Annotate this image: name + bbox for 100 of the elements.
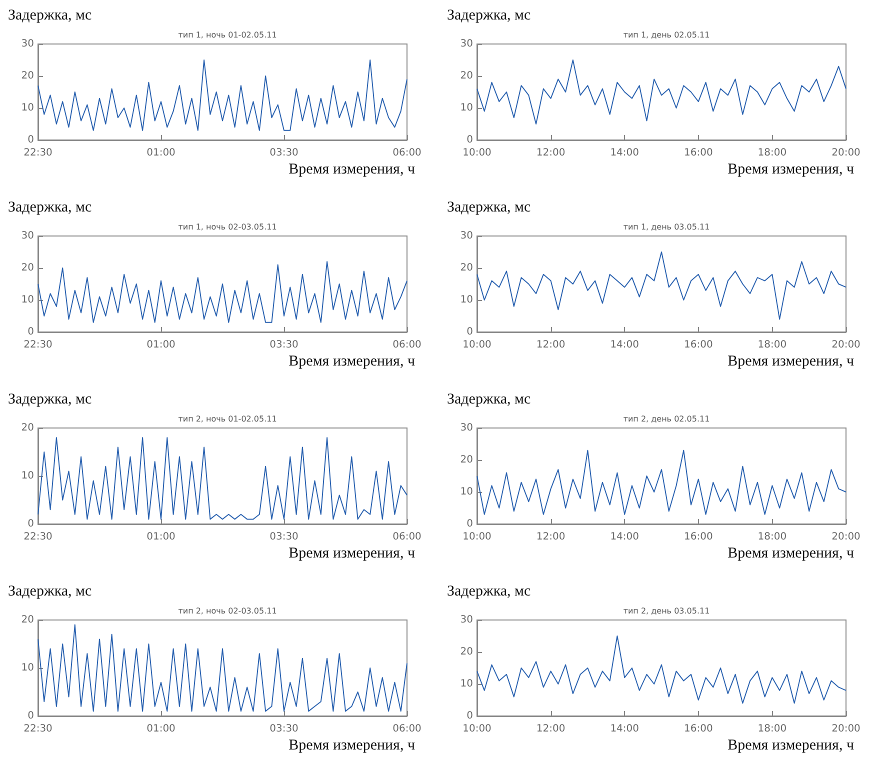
x-tick-label: 12:00 [536, 148, 566, 158]
y-tick-label: 20 [21, 614, 34, 626]
x-tick-label: 10:00 [462, 148, 492, 158]
x-tick-label: 14:00 [610, 340, 640, 350]
x-axis-title: Время измерения, ч [728, 354, 854, 370]
y-tick-label: 30 [21, 230, 34, 242]
x-tick-label: 22:30 [24, 532, 52, 542]
x-tick-label: 18:00 [758, 148, 787, 158]
x-axis-title: Время измерения, ч [728, 546, 854, 562]
y-tick-label: 20 [460, 454, 473, 466]
y-tick-label: 10 [21, 662, 34, 674]
x-tick-label: 12:00 [536, 532, 566, 542]
x-tick-label: 01:00 [146, 148, 176, 158]
chart-title: тип 1, ночь 01-02.05.11 [178, 30, 277, 40]
y-tick-label: 10 [460, 678, 473, 690]
y-axis-title: Задержка, мс [8, 200, 92, 216]
chart-title: тип 1, день 03.05.11 [623, 222, 710, 232]
chart-title: тип 2, день 02.05.11 [623, 414, 710, 424]
y-tick-label: 10 [460, 294, 473, 306]
y-tick-label: 20 [460, 262, 473, 274]
x-tick-label: 10:00 [462, 340, 492, 350]
line-series [476, 636, 846, 704]
y-tick-label: 10 [460, 102, 473, 114]
y-tick-label: 10 [21, 294, 34, 306]
chart-title: тип 2, ночь 02-03.05.11 [178, 606, 277, 616]
y-tick-label: 0 [466, 134, 473, 146]
x-axis-title: Время измерения, ч [288, 738, 416, 754]
y-tick-label: 20 [460, 646, 473, 658]
x-axis-title: Время измерения, ч [288, 354, 416, 370]
x-tick-label: 16:00 [684, 340, 713, 350]
line-series [38, 437, 408, 520]
line-series [38, 60, 408, 131]
x-tick-label: 22:30 [24, 724, 52, 734]
y-tick-label: 20 [21, 70, 34, 82]
y-axis-title: Задержка, мс [447, 392, 532, 408]
y-tick-label: 30 [460, 422, 473, 434]
y-tick-label: 20 [21, 262, 34, 274]
x-tick-label: 06:00 [392, 340, 422, 350]
y-tick-label: 30 [460, 230, 473, 242]
x-tick-label: 06:00 [392, 148, 422, 158]
y-tick-label: 20 [21, 422, 34, 434]
x-tick-label: 01:00 [146, 532, 176, 542]
y-tick-label: 0 [466, 518, 473, 530]
x-tick-label: 20:00 [832, 148, 860, 158]
y-tick-label: 0 [28, 134, 34, 146]
chart-title: тип 2, ночь 01-02.05.11 [178, 414, 277, 424]
x-tick-label: 03:30 [270, 148, 298, 158]
x-axis-title: Время измерения, ч [288, 546, 416, 562]
y-tick-label: 10 [21, 470, 34, 482]
x-tick-label: 03:30 [270, 340, 298, 350]
x-tick-label: 12:00 [536, 724, 566, 734]
x-tick-label: 03:30 [270, 532, 298, 542]
y-axis-title: Задержка, мс [447, 584, 532, 600]
y-tick-label: 30 [21, 38, 34, 50]
x-tick-label: 03:30 [270, 724, 298, 734]
x-tick-label: 06:00 [392, 724, 422, 734]
line-series [38, 624, 408, 712]
y-tick-label: 30 [460, 614, 473, 626]
line-series [476, 252, 846, 320]
y-tick-label: 10 [460, 486, 473, 498]
x-tick-label: 16:00 [684, 148, 713, 158]
x-tick-label: 10:00 [462, 724, 492, 734]
y-tick-label: 10 [21, 102, 34, 114]
chart-title: тип 2, день 03.05.11 [623, 606, 710, 616]
x-axis-title: Время измерения, ч [288, 162, 416, 178]
y-tick-label: 30 [460, 38, 473, 50]
line-series [476, 60, 846, 124]
x-tick-label: 18:00 [758, 724, 787, 734]
x-tick-label: 14:00 [610, 148, 640, 158]
y-axis-title: Задержка, мс [447, 200, 532, 216]
chart-title: тип 1, ночь 02-03.05.11 [178, 222, 277, 232]
x-axis-title: Время измерения, ч [728, 162, 854, 178]
x-tick-label: 01:00 [146, 724, 176, 734]
x-tick-label: 06:00 [392, 532, 422, 542]
y-tick-label: 0 [28, 326, 34, 338]
y-tick-label: 0 [466, 326, 473, 338]
x-tick-label: 16:00 [684, 724, 713, 734]
chart-title: тип 1, день 02.05.11 [623, 30, 710, 40]
x-tick-label: 01:00 [146, 340, 176, 350]
x-tick-label: 20:00 [832, 724, 860, 734]
y-tick-label: 0 [28, 710, 34, 722]
line-series [38, 261, 408, 323]
x-tick-label: 14:00 [610, 532, 640, 542]
x-tick-label: 10:00 [462, 532, 492, 542]
x-tick-label: 14:00 [610, 724, 640, 734]
y-tick-label: 0 [466, 710, 473, 722]
y-axis-title: Задержка, мс [8, 8, 92, 24]
x-tick-label: 20:00 [832, 532, 860, 542]
y-tick-label: 0 [28, 518, 34, 530]
x-tick-label: 22:30 [24, 340, 52, 350]
x-tick-label: 20:00 [832, 340, 860, 350]
y-axis-title: Задержка, мс [8, 392, 92, 408]
y-axis-title: Задержка, мс [8, 584, 92, 600]
y-axis-title: Задержка, мс [447, 8, 532, 24]
x-tick-label: 18:00 [758, 532, 787, 542]
x-tick-label: 22:30 [24, 148, 52, 158]
line-series [476, 450, 846, 515]
x-tick-label: 12:00 [536, 340, 566, 350]
y-tick-label: 20 [460, 70, 473, 82]
x-tick-label: 18:00 [758, 340, 787, 350]
